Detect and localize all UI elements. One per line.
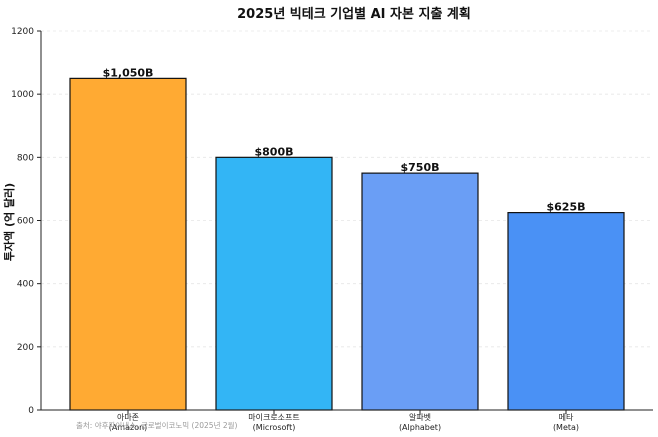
bar xyxy=(69,77,187,411)
source-note: 출처: 야후파이낸스, 글로벌이코노믹 (2025년 2월) xyxy=(76,420,238,430)
y-axis-label: 투자액 (억 달러) xyxy=(2,183,16,261)
x-category-label: (Microsoft) xyxy=(253,423,296,432)
y-tick-labels: 0 200 400 600 800 1000 1200 xyxy=(11,27,41,416)
x-category-label: 아마존 xyxy=(117,412,139,422)
x-category-label: 메타 xyxy=(559,413,574,422)
x-category-labels: 아마존(Amazon) 마이크로소프트(Microsoft) 알파벳(Alphabe… xyxy=(109,410,579,432)
x-category-label: (Amazon) xyxy=(109,423,148,432)
chart-title: 2025년 빅테크 기업별 AI 자본 지출 계획 xyxy=(237,6,471,22)
y-tick-label: 0 xyxy=(28,406,34,416)
x-category-label: (Alphabet) xyxy=(399,423,441,432)
x-category-label: (Meta) xyxy=(553,423,579,432)
bar xyxy=(507,212,625,411)
y-tick-label: 400 xyxy=(17,280,34,290)
data-label: $625B xyxy=(547,201,586,214)
y-tick-label: 600 xyxy=(17,217,34,227)
x-category-label: 마이크로소프트 xyxy=(248,412,300,422)
y-tick-label: 1200 xyxy=(11,27,34,37)
y-tick-label: 200 xyxy=(17,343,34,353)
y-tick-label: 1000 xyxy=(11,90,34,100)
bar xyxy=(215,156,333,411)
data-label: $1,050B xyxy=(103,66,154,79)
data-label: $750B xyxy=(401,161,440,174)
y-tick-label: 800 xyxy=(17,153,34,163)
data-label: $800B xyxy=(255,145,294,158)
data-labels: $1,050B $800B $750B $625B xyxy=(103,66,586,213)
bars xyxy=(69,77,625,411)
x-category-label: 알파벳 xyxy=(409,412,431,422)
bar xyxy=(361,172,479,411)
